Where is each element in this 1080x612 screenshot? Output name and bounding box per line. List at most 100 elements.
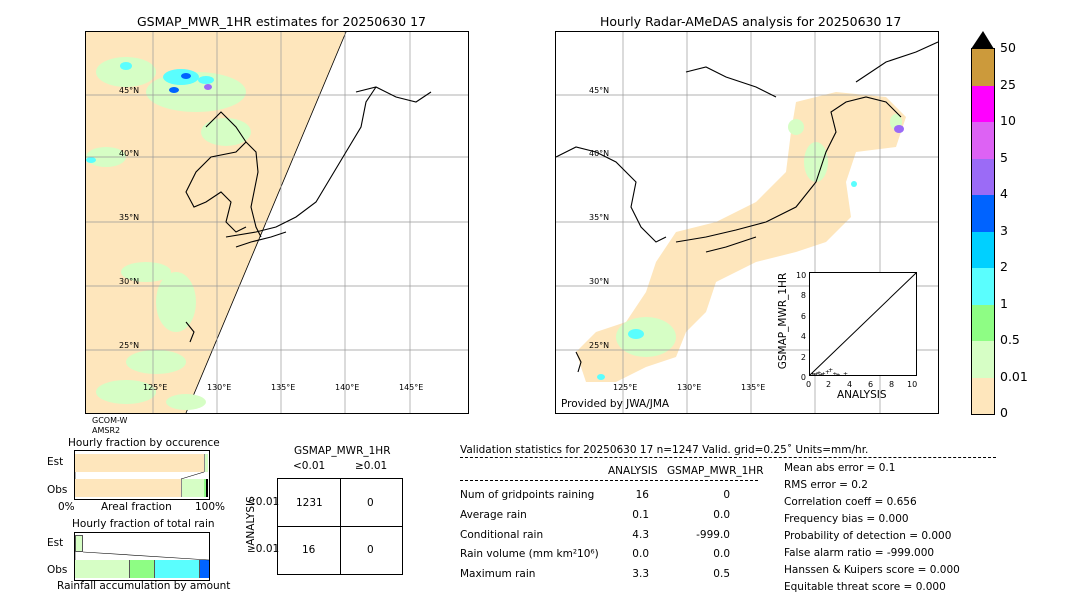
score-far: False alarm ratio = -999.000 [784, 547, 935, 559]
lat-label-35: 35°N [119, 213, 139, 222]
score-ets: Equitable threat score = 0.000 [784, 581, 946, 593]
lat-label-25: 25°N [119, 341, 139, 350]
occurrence-obs-bar-light [182, 479, 204, 497]
ytick-4: 4 [800, 332, 806, 342]
col-analysis: ANALYSIS [608, 465, 658, 477]
occurrence-x-mid: Areal fraction [101, 501, 172, 513]
colorbar-segment [972, 49, 994, 86]
heavy-rain-patches [169, 73, 191, 93]
lon-label-125: 125°E [143, 383, 167, 392]
right-map-lon-labels: 125°E 130°E 135°E [613, 383, 765, 392]
colorbar-extend-arrow [971, 31, 994, 49]
row-gsmap-avg: 0.0 [713, 509, 730, 521]
contingency-title: GSMAP_MWR_1HR [294, 445, 391, 457]
colorbar-segment [972, 85, 994, 122]
left-map-svg: 45°N 40°N 35°N 30°N 25°N 125°E 130°E 135… [86, 32, 468, 413]
colorbar-segment [972, 158, 994, 195]
xtick-0: 0 [806, 380, 812, 389]
ytick-2: 2 [800, 352, 806, 362]
left-map-coastline [185, 86, 432, 343]
one-to-one-line [809, 272, 917, 376]
lon-label-135: 135°E [741, 383, 765, 392]
lon-label-135: 135°E [271, 383, 295, 392]
colorbar-segment [972, 122, 994, 159]
colorbar-segment [972, 231, 994, 268]
analysis-moderate-rain [597, 181, 857, 380]
score-hk: Hanssen & Kuipers score = 0.000 [784, 564, 960, 576]
lat-label-45: 45°N [119, 86, 139, 95]
table-divider [460, 480, 758, 481]
cell-false-alarm: 0 [367, 497, 374, 509]
row-analysis-max: 3.3 [632, 568, 649, 580]
lon-label-145: 145°E [399, 383, 423, 392]
total-obs-bar-heavy [155, 560, 200, 578]
colorbar [971, 48, 995, 415]
satellite-name: GCOM-W [92, 416, 128, 425]
colorbar-tick-label: 10 [1000, 113, 1016, 128]
lon-label-130: 130°E [207, 383, 231, 392]
scatter-point: + [816, 370, 821, 375]
header-divider [460, 457, 996, 458]
score-pod: Probability of detection = 0.000 [784, 530, 952, 542]
scatter-point: + [836, 372, 841, 375]
occurrence-obs-bar-edge [206, 479, 208, 497]
fraction-occurrence-title: Hourly fraction by occurence [68, 437, 220, 449]
total-est-bar [75, 535, 83, 552]
scatter-ylabel: GSMAP_MWR_1HR [777, 272, 790, 370]
contingency-col-ge: ≥0.01 [355, 460, 388, 472]
moderate-rain-patches [86, 62, 214, 163]
right-map-lat-labels: 45°N 40°N 35°N 30°N 25°N [589, 86, 609, 350]
colorbar-segment [972, 304, 994, 341]
lon-label-140: 140°E [335, 383, 359, 392]
scatter-point: + [843, 371, 848, 375]
scatter-point: + [825, 369, 830, 375]
row-gsmap-gridpoints: 0 [723, 489, 730, 501]
occurrence-est-bar-rain [205, 454, 208, 472]
colorbar-tick-label: 0 [1000, 405, 1008, 420]
row-label-max: Maximum rain [460, 568, 536, 580]
scatter-point: + [814, 371, 819, 375]
col-gsmap: GSMAP_MWR_1HR [667, 465, 764, 477]
colorbar-segment [972, 195, 994, 232]
scatter-xlabel: ANALYSIS [837, 389, 887, 401]
sensor-name: AMSR2 [92, 426, 121, 435]
total-obs-bar-mod [130, 560, 155, 578]
score-mae: Mean abs error = 0.1 [784, 462, 896, 474]
total-row-obs: Obs [47, 564, 68, 576]
ytick-0: 0 [800, 373, 806, 383]
right-map: 45°N 40°N 35°N 30°N 25°N 125°E 130°E 135… [555, 31, 939, 414]
cell-miss: 16 [302, 544, 316, 556]
xtick-6: 6 [868, 380, 874, 389]
colorbar-tick-label: 5 [1000, 149, 1008, 165]
row-gsmap-volume: 0.0 [713, 548, 730, 560]
contingency-col-lt: <0.01 [293, 460, 326, 472]
occurrence-row-est: Est [47, 456, 64, 468]
occurrence-est-bar-dry [75, 454, 205, 472]
colorbar-tick-label: 4 [1000, 186, 1008, 201]
colorbar-segment [972, 341, 994, 378]
xtick-8: 8 [889, 380, 895, 389]
left-map-grid [86, 32, 468, 413]
occurrence-x-left: 0% [58, 501, 75, 513]
occurrence-chart [74, 450, 210, 500]
lon-label-125: 125°E [613, 383, 637, 392]
total-rain-chart [74, 532, 210, 581]
xtick-10: 10 [907, 380, 918, 389]
lat-label-45: 45°N [589, 86, 609, 95]
xtick-2: 2 [826, 380, 832, 389]
row-label-gridpoints: Num of gridpoints raining [460, 489, 595, 501]
contingency-grid: 1231 0 16 0 [277, 478, 403, 575]
colorbar-tick-label: 1 [1000, 295, 1008, 311]
total-obs-bar-intense [200, 560, 209, 578]
satellite-label: GCOM-W AMSR2 [92, 416, 127, 436]
scatter-plot-area: +++++++++++ [809, 272, 917, 379]
data-credit: Provided by JWA/JMA [561, 398, 670, 410]
colorbar-tick-label: 0.5 [1000, 332, 1020, 347]
colorbar-segment [972, 268, 994, 305]
lat-label-30: 30°N [589, 277, 609, 286]
contingency-row-lt: <0.01 [247, 496, 280, 508]
analysis-light-rain [616, 114, 902, 357]
right-map-coastline [556, 41, 938, 373]
xtick-4: 4 [847, 380, 853, 389]
validation-header: Validation statistics for 20250630 17 n=… [460, 444, 869, 456]
